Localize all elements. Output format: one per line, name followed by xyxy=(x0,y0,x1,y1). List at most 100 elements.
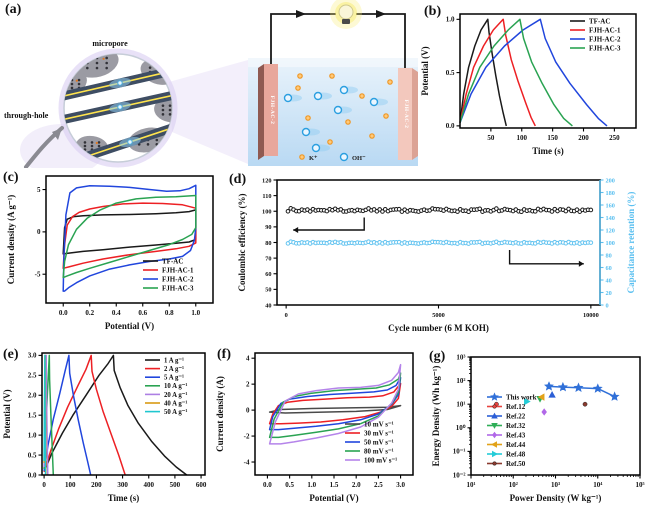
y2-tick-label: 60 xyxy=(606,265,612,272)
x-tick-label: 10² xyxy=(509,481,518,489)
y-tick-label: 0.0 xyxy=(446,122,455,130)
micropore-dot xyxy=(86,66,89,70)
micropore-dot xyxy=(70,82,74,86)
potassium-ion xyxy=(329,73,335,79)
pointer-arrow-head xyxy=(52,128,62,140)
hydroxide-ion xyxy=(313,91,323,101)
marker-diamond xyxy=(541,408,547,416)
legend-label: 50 A g⁻¹ xyxy=(164,409,187,416)
potassium-ion xyxy=(387,79,393,85)
legend-label: FJH-AC-1 xyxy=(162,266,194,274)
series-fjh-ac-1 xyxy=(62,202,197,270)
series-ref.44 xyxy=(537,393,545,401)
legend-label: Ref.32 xyxy=(506,422,526,430)
y-tick-label: 10⁻¹ xyxy=(453,448,466,456)
marker-circle-open xyxy=(396,206,402,212)
x-tick-label: 0 xyxy=(42,481,46,489)
marker-triangle-up xyxy=(548,390,556,398)
x-axis-label: Time (s) xyxy=(108,493,140,503)
series-line xyxy=(62,202,197,270)
current-arrow xyxy=(376,10,386,18)
potassium-ion xyxy=(295,85,301,91)
y2-tick-label: 80 xyxy=(606,252,612,259)
series-ref.48 xyxy=(524,397,531,406)
electrode-left-label: FJH-AC-2 xyxy=(269,96,275,125)
marker-triangle-right xyxy=(492,450,498,458)
legend-label: 5 A g⁻¹ xyxy=(164,375,184,382)
marker-circle-open xyxy=(307,209,313,214)
y-tick-label: -2 xyxy=(244,432,250,440)
marker-circle-open xyxy=(285,208,291,214)
micropore-dot xyxy=(95,66,99,70)
potassium-ion xyxy=(327,139,333,145)
y2-tick-label: 100 xyxy=(606,240,615,247)
electrode-right-label: FJH-AC-2 xyxy=(403,100,409,129)
series-line xyxy=(268,363,402,445)
chart-cv-scanrates: 0.0 0.5 1.0 1.5 2.0 2.5 3.0 -4 -2 0 2 4 Potential (V… xyxy=(215,352,414,503)
series-tf-ac xyxy=(62,209,197,255)
y-axis-label: Potential (V) xyxy=(2,389,12,438)
micropore-dot xyxy=(70,86,74,90)
panel-label-f: (f) xyxy=(217,347,231,362)
legend-label: 10 A g⁻¹ xyxy=(164,383,187,390)
schematic-supercapacitor: micropore through-hole FJH-AC-2 FJH-AC-2 K⁺ O… xyxy=(4,0,418,168)
axes: 0 5000 10000 40 50 60 70 80 90 100 110 120 0 20 40 60 80… xyxy=(237,177,636,333)
y-axis-label: Coulombic efficiency (%) xyxy=(237,194,247,292)
marker-circle-open xyxy=(532,209,538,214)
legend-label: FJH-AC-1 xyxy=(589,26,621,34)
y-tick-label: 70 xyxy=(265,255,271,262)
series-line xyxy=(43,354,47,476)
marker-star xyxy=(557,381,568,392)
x-axis-label: Potential (V) xyxy=(105,321,154,331)
legend-label: 20 A g⁻¹ xyxy=(164,392,187,399)
chart-cycling-stability: 0 5000 10000 40 50 60 70 80 90 100 110 120 0 20 40 60 80… xyxy=(237,177,636,333)
marker-circle xyxy=(492,404,497,409)
chart-cv-comparison: 0.0 0.2 0.4 0.6 0.8 1.0 -5 0 5 Potential (V) Curre… xyxy=(6,175,214,331)
hydroxide-ion xyxy=(311,143,321,153)
x-tick-label: 100 xyxy=(65,481,76,489)
plot-border xyxy=(254,352,414,476)
y2-axis-label: Capacitance retention (%) xyxy=(626,192,636,294)
x-tick-label: 150 xyxy=(547,134,558,142)
legend-label: FJH-AC-2 xyxy=(162,275,194,283)
potassium-ion xyxy=(383,113,389,119)
x-tick-label: 300 xyxy=(117,481,128,489)
series-fjh-ac-1 xyxy=(459,18,536,127)
legend-label: Ref.22 xyxy=(506,412,526,420)
ion-in-channel xyxy=(117,80,123,86)
x-tick-label: 400 xyxy=(143,481,154,489)
series-10-mv-s- xyxy=(268,404,402,414)
y2-tick-label: 140 xyxy=(606,215,615,222)
panel-label-a: (a) xyxy=(5,2,22,17)
y-tick-label: 120 xyxy=(262,177,271,184)
y-tick-label: 10⁰ xyxy=(456,424,466,432)
legend-potassium-label: K⁺ xyxy=(309,155,318,162)
legend-label: 30 mV s⁻¹ xyxy=(364,429,394,437)
legend-hydroxide-icon xyxy=(339,152,349,162)
legend-label: 10 mV s⁻¹ xyxy=(364,420,394,428)
micropore-dot xyxy=(168,104,172,107)
hetero-atom-dot xyxy=(95,141,98,145)
ion-in-channel xyxy=(127,139,133,145)
x-axis-label: Power Density (W kg⁻¹) xyxy=(510,493,602,503)
y2-tick-label: 180 xyxy=(606,190,615,197)
marker-circle-open xyxy=(519,209,524,214)
legend-label: FJH-AC-3 xyxy=(162,284,194,292)
marker-circle xyxy=(492,461,497,466)
axis-arrow-head xyxy=(578,260,584,267)
marker-star xyxy=(592,383,603,393)
series-fjh-ac-3 xyxy=(459,18,573,127)
y-tick-label: 90 xyxy=(265,224,271,231)
panel-label-b: (b) xyxy=(424,4,442,19)
x-axis-label: Potential (V) xyxy=(309,493,358,503)
micropore-dot xyxy=(83,144,87,148)
series-2-a-g- xyxy=(43,354,126,476)
series-ref.50 xyxy=(582,401,588,407)
x-tick-label: 10000 xyxy=(583,312,599,319)
x-tick-label: 2.5 xyxy=(374,481,383,489)
plot-series xyxy=(285,206,594,246)
light-bulb xyxy=(338,4,354,20)
y-tick-label: 10⁻² xyxy=(453,471,466,479)
y-tick-label: 100 xyxy=(262,209,271,216)
